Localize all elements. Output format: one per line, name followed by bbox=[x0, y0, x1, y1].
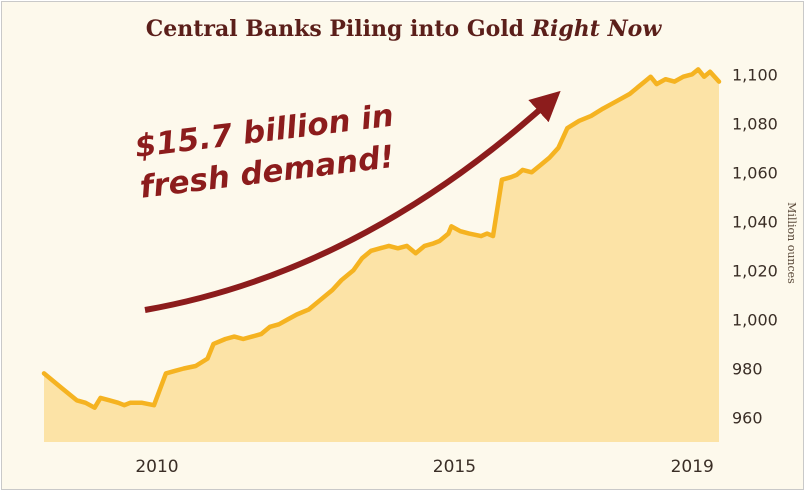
annotation: $15.7 billion in fresh demand! bbox=[133, 98, 396, 206]
y-tick-label: 1,000 bbox=[732, 310, 778, 329]
y-tick-label: 1,080 bbox=[732, 114, 778, 133]
chart-title-main: Central Banks Piling into Gold bbox=[145, 16, 532, 42]
y-tick-label: 1,060 bbox=[732, 163, 778, 182]
x-tick-label: 2015 bbox=[433, 457, 476, 477]
y-tick-label: 1,020 bbox=[732, 261, 778, 280]
y-axis-ticks: 960 980 1,000 1,020 1,040 1,060 1,080 1,100 bbox=[732, 65, 778, 427]
chart-title: Central Banks Piling into Gold Right Now bbox=[2, 16, 805, 42]
x-axis-ticks: 2010 2015 2019 bbox=[135, 457, 713, 477]
y-tick-label: 1,100 bbox=[732, 65, 778, 84]
chart-title-emphasis: Right Now bbox=[531, 16, 662, 42]
trend-arrow bbox=[144, 90, 561, 313]
x-tick-label: 2019 bbox=[671, 457, 714, 477]
y-tick-label: 960 bbox=[732, 409, 763, 428]
holdings-line bbox=[41, 67, 722, 410]
y-axis-label: Million ounces bbox=[785, 202, 798, 284]
y-tick-label: 980 bbox=[732, 360, 763, 379]
y-tick-label: 1,040 bbox=[732, 212, 778, 231]
x-tick-label: 2010 bbox=[135, 457, 178, 477]
